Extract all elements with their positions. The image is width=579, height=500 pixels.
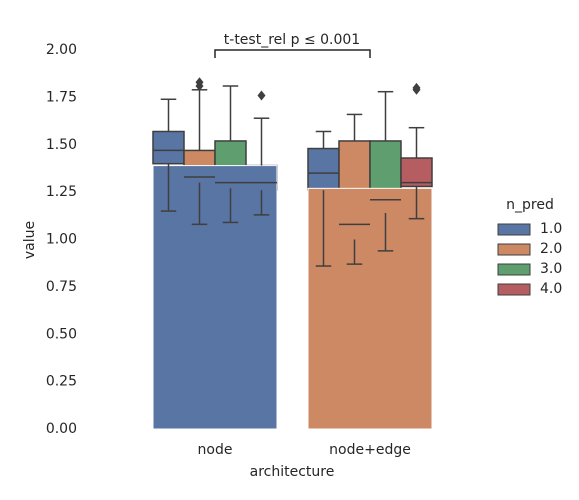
annotation-bracket [214, 49, 371, 58]
legend-swatch [497, 243, 531, 256]
y-axis-label: value [22, 221, 38, 259]
flier [195, 77, 204, 88]
legend-swatch [497, 263, 531, 276]
box [152, 130, 185, 165]
legend-swatch [497, 223, 531, 236]
y-tick-label: 0.75 [46, 279, 77, 295]
annotation: t-test_rel p ≤ 0.001 [224, 32, 360, 48]
y-tick-label: 2.00 [46, 42, 77, 58]
box [400, 157, 433, 188]
y-tick-label: 0.50 [46, 326, 77, 342]
y-tick-label: 1.00 [46, 232, 77, 248]
y-tick-label: 1.25 [46, 184, 77, 200]
flier [412, 82, 421, 93]
bar [152, 165, 278, 430]
y-tick-label: 0.00 [46, 421, 77, 437]
y-tick-label: 1.75 [46, 89, 77, 105]
x-tick-label: node [198, 442, 233, 458]
legend-swatch [497, 283, 531, 296]
x-tick-label: node+edge [329, 442, 411, 458]
bar [307, 187, 433, 430]
box [307, 147, 340, 191]
flier [257, 90, 266, 101]
y-tick-label: 1.50 [46, 137, 77, 153]
y-tick-label: 0.25 [46, 374, 77, 390]
legend-title: n_pred [506, 197, 554, 213]
legend-label: 4.0 [540, 281, 562, 297]
legend-label: 1.0 [540, 221, 562, 237]
legend-label: 3.0 [540, 261, 562, 277]
legend-label: 2.0 [540, 241, 562, 257]
x-axis-label: architecture [250, 464, 335, 480]
